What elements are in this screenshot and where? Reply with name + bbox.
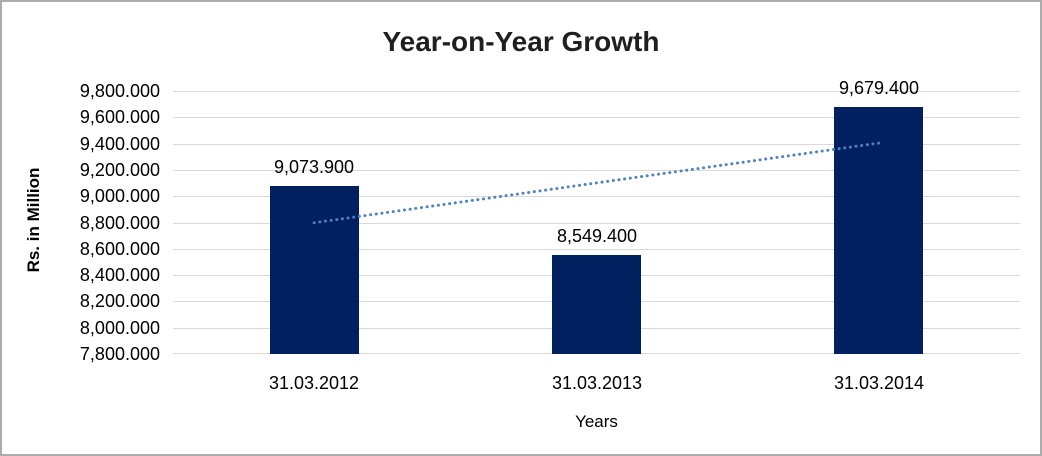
y-tick-label: 8,800.000 [79, 213, 160, 233]
gridline [173, 91, 1020, 92]
y-tick-label: 9,600.000 [79, 107, 160, 127]
bar-value-label: 8,549.400 [556, 226, 638, 246]
y-tick-label: 8,200.000 [79, 291, 160, 311]
bar-value-label: 9,679.400 [838, 78, 920, 98]
y-tick-label: 9,800.000 [79, 81, 160, 101]
gridline [173, 144, 1020, 145]
bar-31.03.2014 [834, 107, 923, 354]
gridline [173, 117, 1020, 118]
y-tick-label: 7,800.000 [79, 344, 160, 364]
x-axis-tick-labels: 31.03.2012 31.03.2013 31.03.2014 [173, 371, 1020, 395]
x-tick-label: 31.03.2013 [551, 373, 643, 393]
x-tick-label: 31.03.2014 [833, 373, 925, 393]
y-tick-label: 9,400.000 [79, 134, 160, 154]
gridline [173, 223, 1020, 224]
chart-title: Year-on-Year Growth [382, 26, 660, 57]
gridline [173, 249, 1020, 250]
y-tick-label: 8,400.000 [79, 265, 160, 285]
y-tick-label: 8,000.000 [79, 318, 160, 338]
bar-31.03.2012 [270, 186, 359, 354]
trendline [312, 141, 881, 225]
x-tick-label: 31.03.2012 [268, 373, 360, 393]
bar-31.03.2013 [552, 255, 641, 354]
y-tick-label: 8,600.000 [79, 239, 160, 259]
bar-value-label: 9,073.900 [273, 157, 355, 177]
y-tick-label: 9,200.000 [79, 160, 160, 180]
y-axis-tick-labels: 9,800.000 9,600.000 9,400.000 9,200.000 9,00… [2, 81, 160, 364]
gridline [173, 196, 1020, 197]
gridline [173, 170, 1020, 171]
plot-area: 9,073.900 8,549.400 9,679.400 [173, 78, 1020, 354]
y-tick-label: 9,000.000 [79, 186, 160, 206]
x-axis-title: Years [575, 412, 618, 431]
